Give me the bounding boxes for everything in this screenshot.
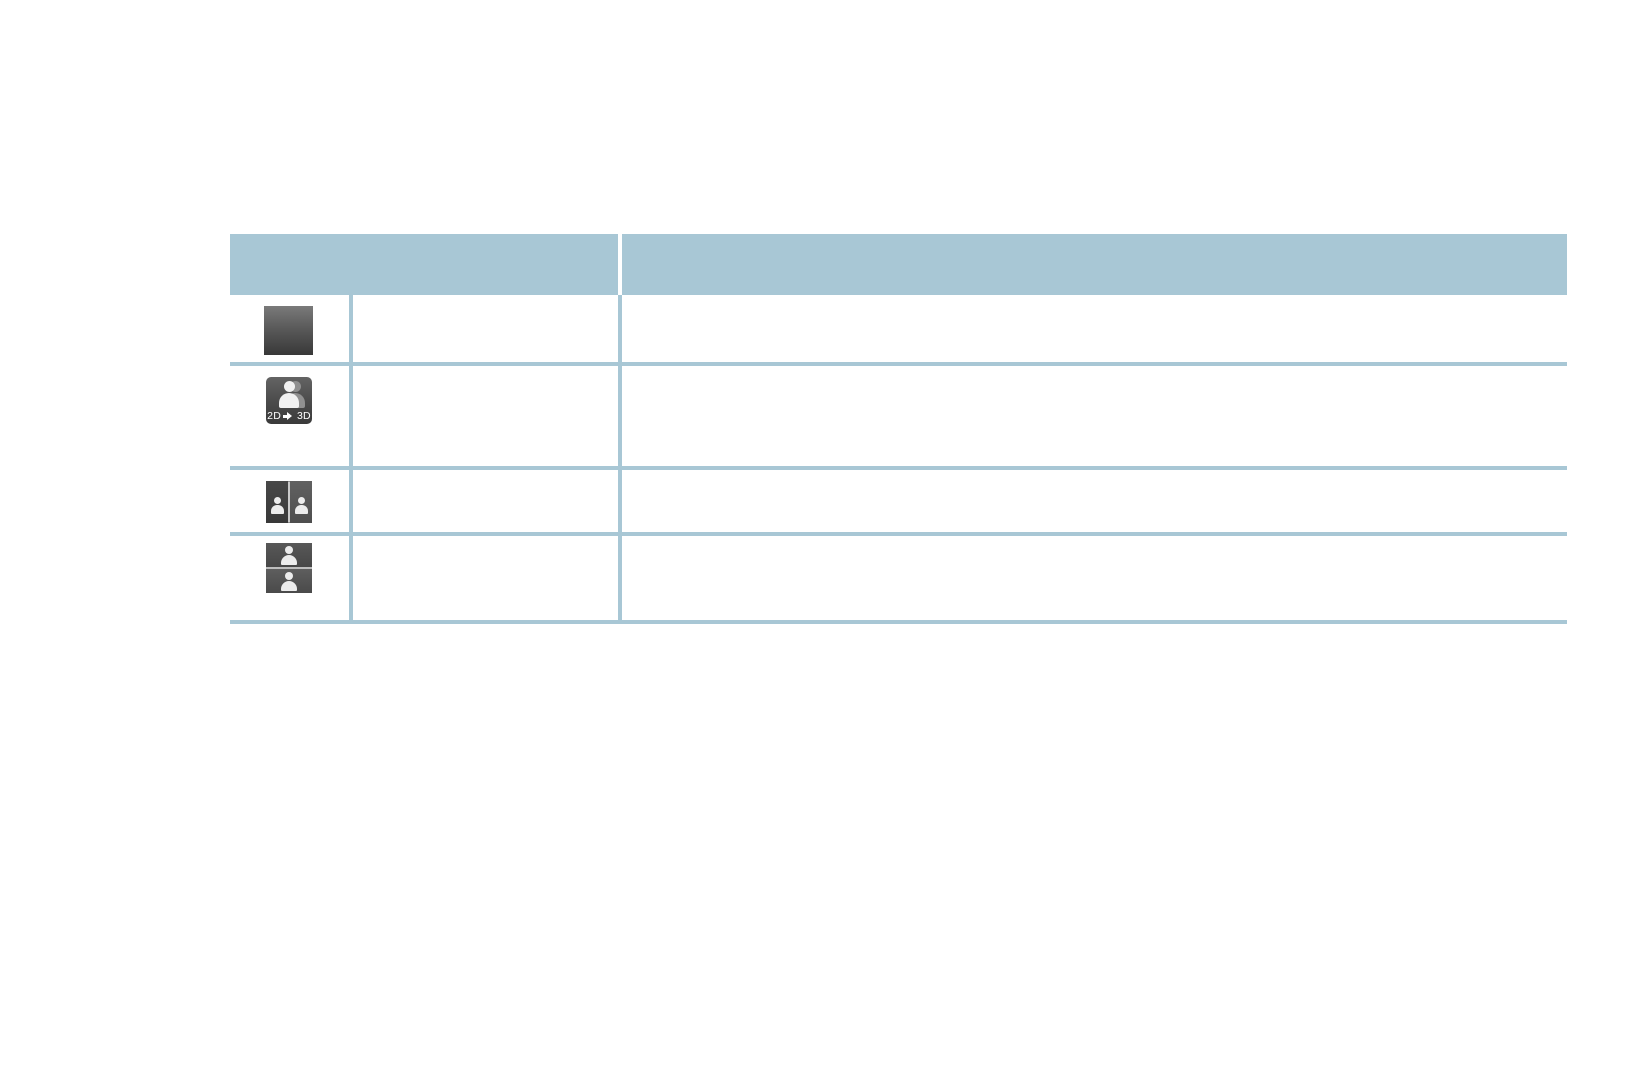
column-divider bbox=[349, 536, 353, 620]
label-3d: 3D bbox=[297, 410, 311, 422]
column-divider bbox=[349, 295, 353, 362]
person-silhouette bbox=[294, 496, 309, 514]
header-cell-description bbox=[622, 234, 1567, 295]
table-header-row bbox=[230, 234, 1567, 295]
description-cell bbox=[622, 295, 1567, 362]
person-silhouette bbox=[278, 381, 300, 408]
mode-name-cell bbox=[353, 536, 618, 620]
column-divider bbox=[618, 295, 622, 362]
2d-to-3d-label: 2D 3D bbox=[266, 410, 312, 422]
header-cell-mode bbox=[230, 234, 618, 295]
3d-off-icon bbox=[264, 306, 313, 355]
arrow-icon bbox=[283, 414, 287, 418]
3d-mode-table: 2D 3D bbox=[230, 234, 1567, 624]
table-row-top-bottom bbox=[230, 536, 1567, 624]
person-silhouette-group bbox=[266, 381, 312, 409]
top-pane bbox=[266, 543, 312, 567]
description-cell bbox=[622, 470, 1567, 532]
column-divider bbox=[618, 470, 622, 532]
left-pane bbox=[266, 481, 288, 523]
3d-side-by-side-icon bbox=[266, 481, 312, 523]
label-2d: 2D bbox=[267, 410, 281, 422]
table-row-3d-off bbox=[230, 295, 1567, 366]
right-pane bbox=[290, 481, 312, 523]
icon-cell: 2D 3D bbox=[230, 366, 349, 466]
bottom-pane bbox=[266, 569, 312, 593]
table-row-side-by-side bbox=[230, 470, 1567, 536]
mode-name-cell bbox=[353, 366, 618, 466]
icon-cell bbox=[230, 295, 349, 362]
2d-to-3d-icon: 2D 3D bbox=[266, 377, 312, 424]
description-cell bbox=[622, 366, 1567, 466]
table-row-2d-to-3d: 2D 3D bbox=[230, 366, 1567, 470]
column-divider bbox=[618, 536, 622, 620]
description-cell bbox=[622, 536, 1567, 620]
mode-name-cell bbox=[353, 470, 618, 532]
column-divider bbox=[618, 366, 622, 466]
column-divider bbox=[349, 470, 353, 532]
3d-top-bottom-icon bbox=[266, 543, 312, 593]
person-silhouette bbox=[270, 496, 285, 514]
column-divider bbox=[349, 366, 353, 466]
person-silhouette bbox=[281, 545, 298, 565]
icon-cell bbox=[230, 536, 349, 620]
icon-cell bbox=[230, 470, 349, 532]
person-silhouette bbox=[281, 571, 298, 591]
mode-name-cell bbox=[353, 295, 618, 362]
